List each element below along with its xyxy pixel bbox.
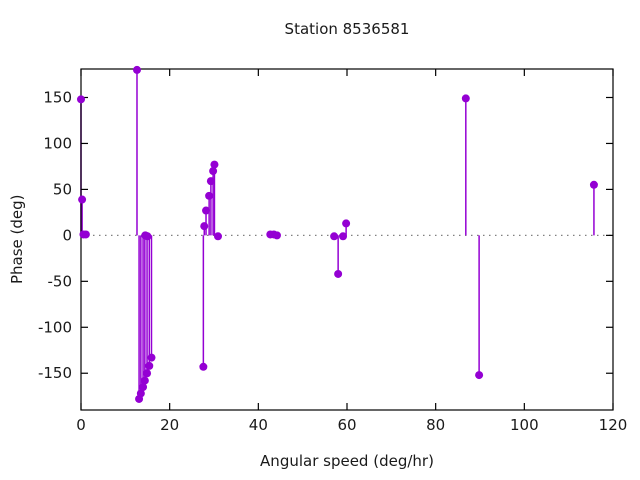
data-point: [200, 222, 209, 231]
y-tick-label: 150: [43, 88, 72, 106]
x-tick-label: 60: [337, 416, 356, 434]
x-tick-label: 80: [426, 416, 445, 434]
data-point: [330, 232, 339, 241]
y-tick-label: -150: [38, 364, 72, 382]
data-point: [140, 376, 149, 385]
x-tick-label: 120: [599, 416, 628, 434]
data-point: [77, 95, 85, 104]
y-tick-label: 0: [62, 226, 72, 244]
x-tick-label: 0: [76, 416, 86, 434]
data-point: [461, 94, 470, 103]
data-point: [132, 65, 141, 74]
y-tick-label: 100: [43, 134, 72, 152]
y-tick-label: -50: [48, 272, 73, 290]
x-tick-label: 40: [249, 416, 268, 434]
data-point: [210, 160, 219, 169]
x-tick-label: 100: [510, 416, 539, 434]
data-point: [213, 232, 222, 241]
data-point: [334, 269, 343, 278]
data-point: [475, 371, 484, 380]
data-point: [202, 206, 211, 215]
y-tick-label: 50: [53, 180, 72, 198]
plot-border: [80, 68, 614, 411]
chart-title: Station 8536581: [284, 20, 410, 38]
data-point: [206, 177, 215, 186]
data-point: [339, 232, 348, 241]
data-point: [81, 230, 90, 239]
data-point: [143, 369, 152, 378]
data-point: [199, 362, 208, 371]
data-point: [139, 383, 148, 392]
x-tick-label: 20: [160, 416, 179, 434]
data-point: [272, 231, 281, 240]
data-point: [147, 353, 156, 362]
data-point: [136, 389, 145, 398]
data-point: [209, 167, 218, 176]
data-point: [145, 361, 154, 370]
data-point: [143, 232, 152, 241]
data-point: [342, 219, 351, 228]
y-tick-label: -100: [38, 318, 72, 336]
data-point: [78, 195, 87, 204]
x-axis-label: Angular speed (deg/hr): [260, 452, 434, 470]
data-point: [205, 191, 214, 200]
data-point: [589, 180, 598, 189]
